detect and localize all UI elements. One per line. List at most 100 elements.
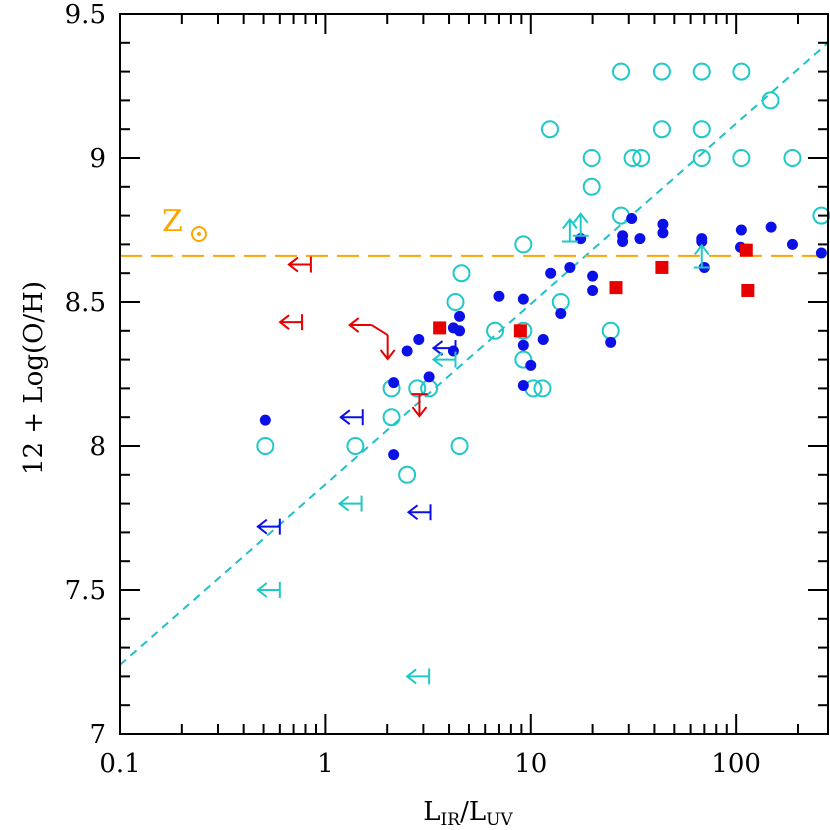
y-tick-label: 7.5 [65,576,106,606]
data-point-open [632,149,651,167]
data-point-filled [401,345,413,357]
data-point-filled [423,371,435,383]
data-point-filled [537,333,549,345]
data-point-open [732,149,751,167]
x-axis-title-sub-uv: UV [486,810,513,830]
data-point-filled [626,212,638,224]
data-point-open [692,120,711,139]
limit-arrow-left [337,495,363,512]
solar-symbol-ring [191,226,207,242]
x-axis-title-main: L [423,797,440,827]
limit-arrow-left [287,256,312,273]
y-tick-label: 9.5 [65,0,106,30]
x-tick-label: 100 [711,749,761,779]
data-point-filled [765,221,777,233]
limit-arrow-down [411,393,428,418]
x-axis-title: LIR/LUV [423,797,513,830]
data-point-open [256,437,275,455]
data-point-filled [388,377,400,389]
data-point-filled [388,449,400,461]
x-tick-label: 0.1 [99,749,140,779]
data-point-filled [786,238,798,250]
y-axis-title: 12 + Log(O/H) [19,281,49,475]
data-point-open [382,408,401,427]
data-point-open [452,264,471,283]
x-tick-label: 1 [317,749,334,779]
limit-arrow-up [572,212,589,237]
data-point-filled [605,336,617,348]
data-point-square [609,281,623,295]
data-point-filled [587,270,599,282]
data-point-open [732,62,751,81]
limit-arrow-up [693,243,710,269]
data-point-open [446,293,465,311]
data-point-open [408,379,427,398]
data-point-filled [517,339,529,351]
data-point-filled [259,414,271,426]
plot-frame [119,13,829,735]
points-layer [256,62,830,484]
limit-arrow-left [405,668,431,685]
data-point-open [652,120,671,139]
limit-arrow-left [256,582,281,598]
limit-arrow-left [431,351,457,368]
solar-symbol-dot [197,232,201,236]
x-axis-title-sub-ir: IR [441,810,462,830]
limits-layer [256,212,710,685]
y-tick-label: 8 [89,432,106,462]
data-point-open [612,62,631,81]
data-point-square [739,243,753,257]
limit-arrow-left [406,504,432,521]
data-point-filled [815,247,827,259]
data-point-open [450,437,469,455]
y-tick-label: 8.5 [65,288,106,318]
solar-line-layer: Z [120,204,828,257]
data-point-filled [517,293,529,305]
fit-line [119,42,829,666]
y-tick-label: 7 [89,720,106,750]
data-point-square [655,260,669,274]
data-point-open [533,379,552,398]
labels-layer: 0.1 1 10 100 7 7.5 8 8.5 9 9.5 [65,0,761,779]
data-point-filled [657,218,669,230]
data-point-open [582,177,601,196]
data-point-filled [617,230,629,242]
data-point-open [540,120,559,139]
data-point-filled [517,380,529,392]
data-point-filled [657,227,669,239]
data-point-open [346,437,365,455]
data-point-open [486,321,505,340]
x-axis-title-sep: /L [460,797,486,827]
limit-arrow-left [339,409,364,426]
fit-line-layer [119,42,829,666]
data-point-open [761,91,780,110]
data-point-filled [555,308,567,320]
data-point-open [398,465,417,484]
data-point-filled [634,233,646,245]
ticks-layer [119,13,828,735]
data-point-square [513,324,527,338]
data-point-open [514,350,533,369]
data-point-filled [525,359,537,371]
x-tick-label: 10 [514,749,547,779]
data-point-open [812,206,830,225]
data-point-filled [454,310,466,322]
data-point-open [582,149,601,167]
limit-arrow-left [256,518,281,535]
data-point-square [433,321,447,335]
data-point-filled [564,261,576,273]
limit-arrow-left [278,314,304,331]
data-point-filled [545,267,557,279]
data-point-filled [735,224,747,236]
data-point-filled [696,236,708,248]
data-point-open [652,62,671,81]
data-point-open [623,149,642,167]
limit-arrow-left-down [348,317,396,361]
y-tick-label: 9 [89,144,106,174]
solar-label: Z [162,204,183,239]
data-point-open [783,149,802,167]
data-point-open [692,149,711,167]
data-point-open [514,235,533,254]
